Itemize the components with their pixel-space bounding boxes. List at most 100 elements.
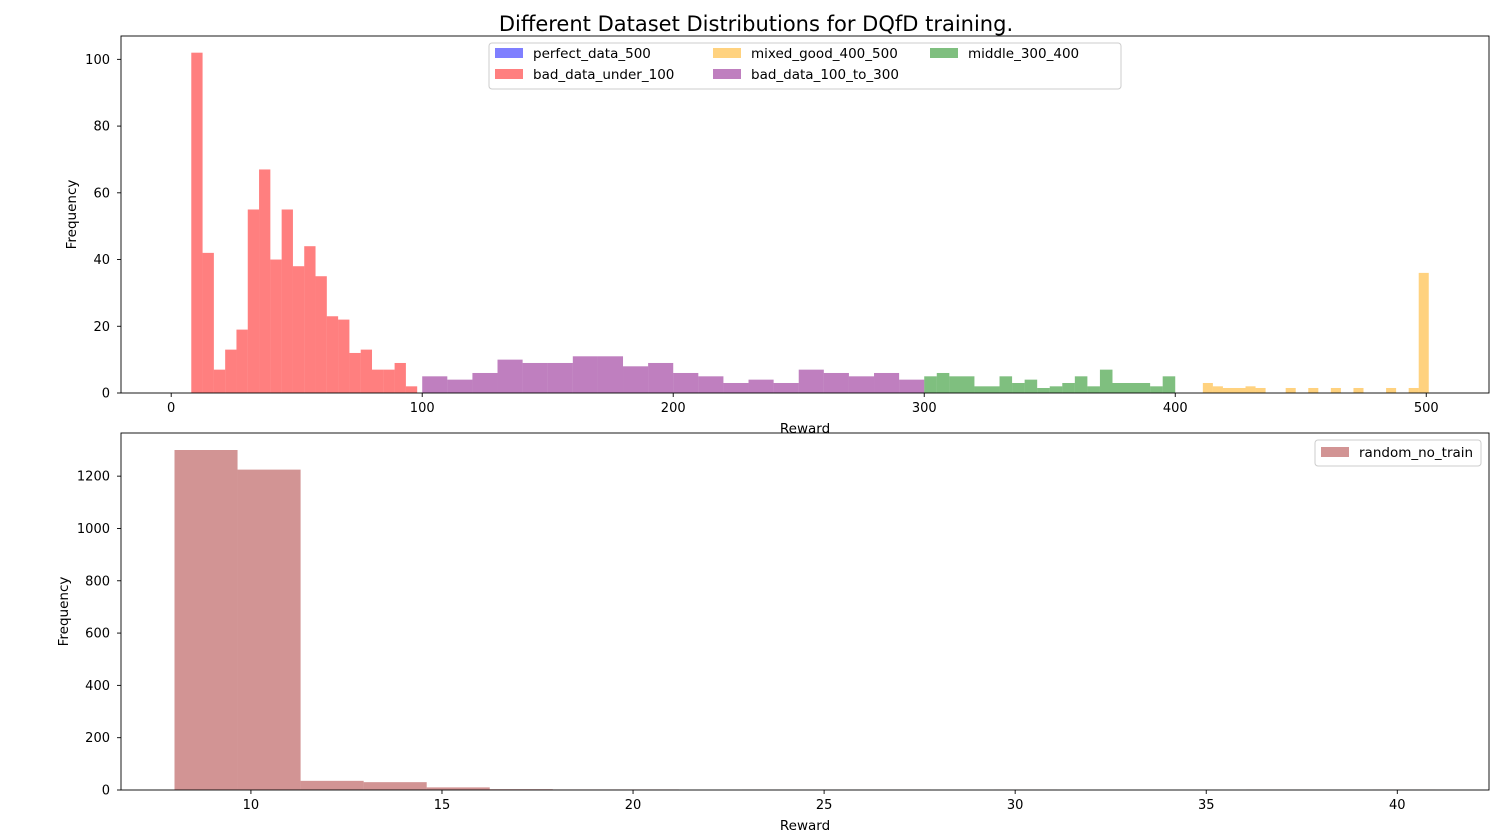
histogram-bar xyxy=(1099,369,1113,393)
histogram-bar xyxy=(1112,382,1151,393)
legend-label: perfect_data_500 xyxy=(533,46,651,62)
legend-box xyxy=(1314,439,1482,467)
x-axis-label: Reward xyxy=(780,421,830,437)
x-tick-label: 40 xyxy=(1389,798,1406,813)
y-tick-label: 600 xyxy=(85,627,110,642)
histogram-bar xyxy=(1255,387,1266,393)
histogram-bar xyxy=(191,52,203,393)
y-tick-label: 100 xyxy=(85,53,110,68)
x-tick-label: 300 xyxy=(912,401,937,416)
histogram-bar xyxy=(363,782,427,790)
bottom-histogram: 10 15 20 25 30 35 40020040060080010001200Rewar… xyxy=(56,432,1490,830)
y-tick-label: 200 xyxy=(85,731,110,746)
x-tick-label: 100 xyxy=(410,401,435,416)
histogram-bar xyxy=(422,376,448,393)
legend-label: bad_data_100_to_300 xyxy=(751,67,899,83)
histogram-bar xyxy=(270,259,282,393)
histogram-bar xyxy=(300,780,364,790)
legend-swatch xyxy=(495,48,523,58)
histogram-bar xyxy=(1202,382,1213,393)
x-tick-label: 30 xyxy=(1007,798,1024,813)
histogram-bar xyxy=(202,252,214,393)
histogram-bar xyxy=(899,379,925,393)
legend-swatch xyxy=(495,69,523,79)
histogram-bar xyxy=(213,369,226,393)
histogram-bar xyxy=(236,329,248,393)
y-tick-label: 60 xyxy=(93,186,110,201)
histogram-bar xyxy=(597,356,624,393)
histogram-bar xyxy=(1285,387,1296,393)
x-tick-label: 35 xyxy=(1198,798,1215,813)
x-tick-label: 20 xyxy=(625,798,642,813)
histogram-bar xyxy=(648,362,674,393)
legend-label: bad_data_under_100 xyxy=(533,67,674,83)
histogram-bar xyxy=(522,362,548,393)
histogram-bar xyxy=(426,787,490,790)
histogram-bar xyxy=(936,372,950,393)
legend-label: random_no_train xyxy=(1359,445,1473,461)
legend-label: mixed_good_400_500 xyxy=(751,46,898,62)
x-tick-label: 10 xyxy=(243,798,260,813)
histogram-bar xyxy=(1162,376,1176,393)
histogram-bar xyxy=(1074,376,1088,393)
x-axis-label: Reward xyxy=(780,818,830,830)
histogram-bar xyxy=(292,266,305,393)
legend-swatch xyxy=(930,48,958,58)
histogram-bar xyxy=(247,209,260,393)
histogram-bar xyxy=(848,376,875,393)
x-tick-label: 500 xyxy=(1414,401,1439,416)
histogram-bar xyxy=(237,469,301,790)
histogram-bar xyxy=(1330,387,1341,393)
histogram-bar xyxy=(1150,386,1163,393)
y-axis-label: Frequency xyxy=(64,180,80,250)
histogram-bar xyxy=(360,349,373,393)
histogram-bar xyxy=(547,362,573,393)
histogram-bar xyxy=(281,209,293,393)
legend-swatch xyxy=(713,69,741,79)
histogram-bar xyxy=(999,376,1013,393)
histogram-bar xyxy=(326,316,339,393)
histogram-bar xyxy=(405,386,418,393)
x-tick-label: 400 xyxy=(1163,401,1188,416)
histogram-bar xyxy=(315,276,327,393)
histogram-bar xyxy=(259,169,271,393)
histogram-bar xyxy=(1308,387,1319,393)
x-tick-label: 15 xyxy=(434,798,451,813)
y-tick-label: 0 xyxy=(102,387,110,402)
histogram-bar xyxy=(1353,387,1364,393)
histogram-bar xyxy=(924,376,937,393)
histogram-bar xyxy=(447,379,473,393)
y-tick-label: 80 xyxy=(93,120,110,135)
histogram-bar xyxy=(698,376,724,393)
x-tick-label: 200 xyxy=(661,401,686,416)
histogram-bar xyxy=(304,246,316,393)
histogram-bar xyxy=(723,382,749,393)
histogram-bar xyxy=(823,372,849,393)
histogram-bar xyxy=(572,356,598,393)
histogram-bar xyxy=(1212,386,1223,393)
axes-frame xyxy=(120,35,1490,394)
histogram-bar xyxy=(497,359,523,393)
axes-frame xyxy=(120,432,1490,791)
histogram-bar xyxy=(623,366,649,393)
y-tick-label: 1000 xyxy=(77,522,110,537)
legend: perfect_data_500 mixed_good_400_500 middle… xyxy=(488,42,1122,90)
histogram-bar xyxy=(748,379,774,393)
legend-swatch xyxy=(713,48,741,58)
histogram-bar xyxy=(1087,386,1100,393)
histogram-bar xyxy=(974,386,1000,393)
figure-title: Different Dataset Distributions for DQfD… xyxy=(498,12,1014,36)
y-tick-label: 40 xyxy=(93,253,110,268)
histogram-bar xyxy=(949,376,975,393)
top-histogram: 0 100 200 300 400 500 0 20 40 60 80 100 Reward Freque… xyxy=(64,35,1490,437)
histogram-bar xyxy=(1049,386,1063,393)
histogram-bar xyxy=(372,369,384,393)
legend: random_no_train xyxy=(1314,439,1482,467)
histogram-bar xyxy=(338,319,350,393)
histogram-bar xyxy=(1037,387,1050,393)
x-tick-label: 0 xyxy=(167,401,175,416)
x-tick-label: 25 xyxy=(816,798,833,813)
histogram-bar xyxy=(798,369,824,393)
histogram-bar xyxy=(1245,386,1256,393)
